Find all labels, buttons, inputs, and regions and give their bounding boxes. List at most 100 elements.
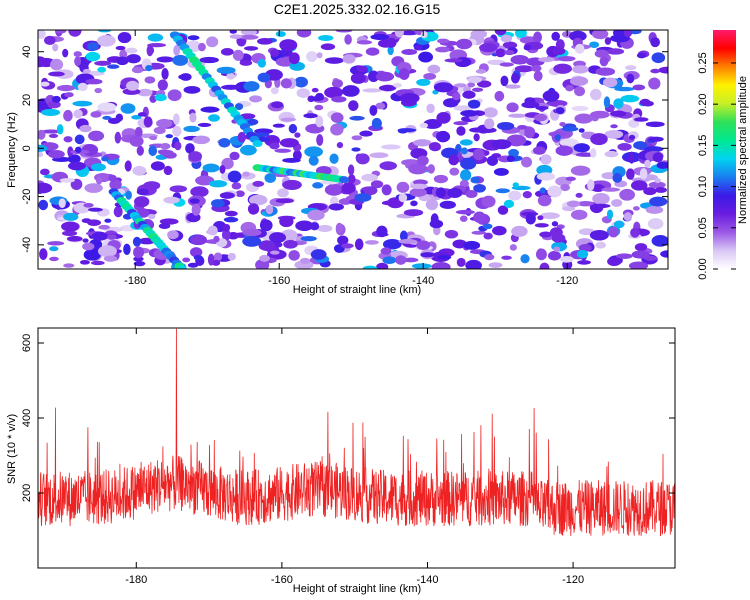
heatmap-blob [137, 88, 153, 97]
heatmap-blob [381, 200, 398, 206]
heatmap-blob [41, 129, 61, 134]
heatmap-blob [279, 215, 294, 228]
heatmap-blob [306, 51, 318, 63]
heatmap-blob [658, 66, 668, 74]
heatmap-blob [371, 117, 382, 130]
heatmap-blob [234, 103, 244, 110]
heatmap-blob [148, 145, 158, 157]
heatmap-blob [189, 198, 200, 204]
heatmap-blob [336, 142, 344, 149]
heatmap-blob [382, 238, 402, 250]
heatmap-y-tick-label: 20 [21, 94, 33, 106]
heatmap-blob [129, 135, 144, 147]
heatmap-blob [394, 30, 404, 38]
heatmap-frame [37, 29, 669, 270]
heatmap-blob [377, 39, 394, 48]
heatmap-blob [125, 47, 138, 54]
heatmap-blob [644, 255, 658, 261]
heatmap-blob [502, 41, 518, 49]
heatmap-blob [219, 192, 235, 199]
heatmap-blob [38, 151, 44, 158]
heatmap-blob [354, 193, 372, 202]
heatmap-blob [626, 168, 635, 180]
heatmap-blob [226, 72, 235, 80]
heatmap-blob [387, 45, 394, 56]
heatmap-blob [315, 92, 324, 101]
heatmap-blob [90, 163, 106, 172]
heatmap-blob [483, 232, 493, 240]
heatmap-blob [595, 241, 607, 249]
heatmap-blob [229, 34, 243, 39]
heatmap-blob [172, 113, 180, 125]
heatmap-blob [315, 115, 324, 128]
heatmap-blob [47, 100, 61, 109]
heatmap-blob [88, 130, 105, 142]
heatmap-blob [399, 30, 419, 36]
heatmap-blob [497, 205, 509, 215]
heatmap-blob [382, 256, 397, 265]
heatmap-blob [472, 148, 485, 161]
heatmap-blob [651, 235, 668, 247]
heatmap-blob [632, 206, 640, 211]
heatmap-blob [279, 39, 298, 52]
heatmap-blob [650, 68, 661, 74]
heatmap-blob [247, 118, 259, 125]
heatmap-blob [349, 115, 365, 121]
heatmap-blob [654, 178, 661, 184]
heatmap-blob [102, 115, 112, 120]
colorbar-ticks: 0.00 0.05 0.10 0.15 0.20 0.25 [697, 52, 736, 280]
heatmap-blob [269, 250, 280, 255]
heatmap-blob [535, 248, 547, 261]
snr-background [38, 328, 675, 568]
heatmap-blob [491, 139, 512, 150]
heatmap-blob [109, 179, 122, 190]
heatmap-blob [96, 34, 116, 47]
heatmap-blob [504, 49, 515, 56]
heatmap-blob [329, 153, 339, 164]
heatmap-blob [418, 51, 434, 63]
heatmap-blob [244, 46, 259, 51]
heatmap-blob [82, 238, 89, 243]
heatmap-blob [330, 123, 344, 136]
heatmap-blob [484, 118, 495, 130]
heatmap-blob [106, 234, 117, 240]
snr-y-tick-label: 400 [21, 409, 33, 427]
heatmap-blob [436, 130, 451, 143]
heatmap-blob [126, 80, 140, 91]
heatmap-blob [224, 210, 238, 217]
heatmap-blob [62, 230, 78, 237]
heatmap-blob [87, 219, 102, 226]
heatmap-blob [467, 99, 481, 109]
heatmap-blob [648, 136, 664, 142]
heatmap-blob [48, 149, 65, 159]
heatmap-blob [589, 148, 597, 158]
heatmap-blob [240, 30, 258, 36]
heatmap-blob [462, 90, 476, 99]
heatmap-blob [428, 142, 441, 152]
heatmap-blob [38, 199, 49, 211]
snr-y-tick-label: 600 [21, 334, 33, 352]
heatmap-blob [208, 180, 228, 188]
heatmap-blob [324, 57, 344, 64]
heatmap-blob [505, 84, 521, 89]
heatmap-feature-mid-blobs [339, 176, 349, 184]
heatmap-blob [97, 30, 112, 33]
heatmap-blob [420, 30, 428, 39]
heatmap-blob [375, 71, 395, 82]
heatmap-blob [511, 225, 528, 237]
heatmap-blob [227, 252, 236, 261]
heatmap-blob [559, 255, 574, 263]
heatmap-blob [603, 96, 611, 109]
heatmap-blob [649, 196, 668, 207]
heatmap-blob [473, 211, 486, 223]
snr-x-tick-label: -140 [416, 574, 438, 586]
snr-ticks: -180 -160 -140 -120 200 400 600 [21, 328, 675, 586]
heatmap-blob [308, 155, 319, 166]
heatmap-blob [537, 194, 552, 207]
heatmap-blob [56, 124, 64, 135]
heatmap-blob [460, 169, 472, 182]
heatmap-blob [277, 188, 289, 198]
heatmap-blob [259, 219, 273, 232]
heatmap-blob [295, 220, 314, 232]
heatmap-blob [320, 43, 336, 51]
